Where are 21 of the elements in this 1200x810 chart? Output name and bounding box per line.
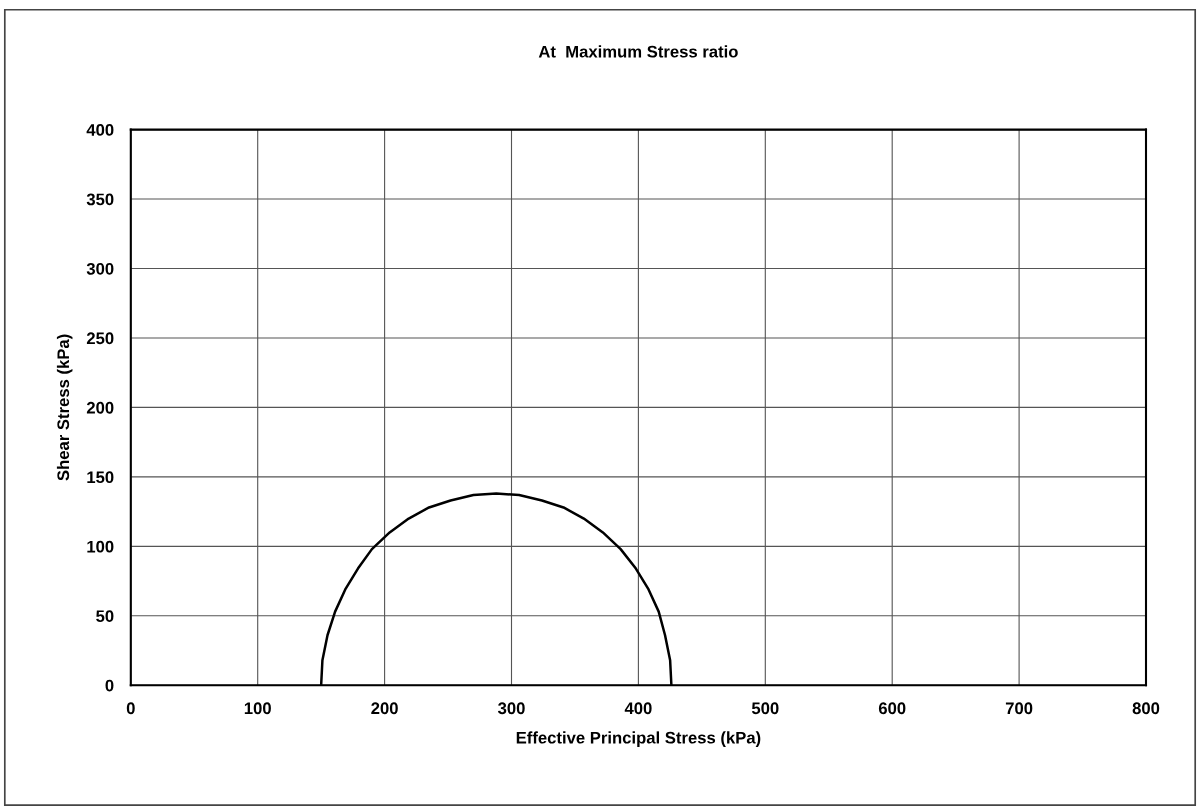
y-tick-label: 400 bbox=[86, 124, 114, 136]
x-tick-label: 800 bbox=[1132, 702, 1160, 715]
x-axis-title: Effective Principal Stress (kPa) bbox=[516, 731, 761, 747]
x-tick-label: 200 bbox=[371, 702, 398, 715]
y-tick-label: 300 bbox=[86, 262, 114, 275]
y-tick-label: 200 bbox=[86, 401, 114, 414]
x-tick-label: 400 bbox=[624, 702, 652, 715]
y-tick-label: 150 bbox=[87, 471, 114, 484]
y-tick-label: 50 bbox=[96, 610, 114, 623]
y-tick-label: 350 bbox=[86, 193, 114, 206]
x-tick-label: 100 bbox=[244, 702, 271, 715]
x-tick-label: 300 bbox=[497, 702, 525, 715]
x-tick-label: 0 bbox=[126, 702, 135, 715]
y-tick-label: 250 bbox=[86, 332, 114, 345]
x-tick-label: 700 bbox=[1005, 702, 1033, 715]
x-tick-label: 500 bbox=[751, 702, 779, 715]
y-tick-label: 0 bbox=[105, 679, 114, 692]
x-tick-label: 600 bbox=[878, 702, 906, 715]
y-axis-title: Shear Stress (kPa) bbox=[56, 334, 73, 481]
chart-title: At Maximum Stress ratio bbox=[538, 45, 738, 58]
y-tick-label: 100 bbox=[87, 540, 114, 553]
